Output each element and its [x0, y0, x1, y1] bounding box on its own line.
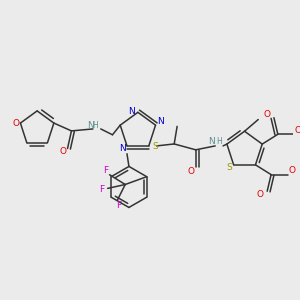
Text: N: N [87, 121, 93, 130]
Text: H: H [216, 136, 222, 146]
Text: N: N [119, 144, 125, 153]
Text: F: F [116, 200, 121, 209]
Text: N: N [128, 107, 134, 116]
Text: F: F [99, 185, 104, 194]
Text: S: S [153, 142, 158, 152]
Text: O: O [12, 118, 19, 127]
Text: O: O [264, 110, 271, 119]
Text: O: O [288, 166, 295, 175]
Text: O: O [187, 167, 194, 176]
Text: N: N [208, 136, 215, 146]
Text: N: N [157, 117, 164, 126]
Text: F: F [103, 166, 108, 175]
Text: S: S [226, 163, 232, 172]
Text: H: H [92, 121, 98, 130]
Text: O: O [295, 126, 300, 135]
Text: O: O [59, 147, 66, 156]
Text: O: O [257, 190, 264, 199]
